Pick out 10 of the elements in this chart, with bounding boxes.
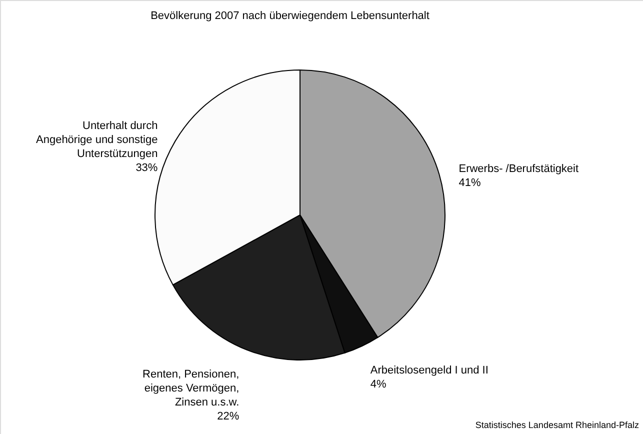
slice-label: Renten, Pensionen, eigenes Vermögen, Zinsen u.s.w. (142, 368, 240, 409)
slice-label: Unterhalt durch Angehörige und sonstige Unterstützungen (36, 120, 158, 160)
slice-label: Arbeitslosengeld I und II (370, 364, 488, 377)
text: Statistisches Landesamt Rheinland-Pfalz (475, 420, 640, 430)
chart-title: Bevölkerung 2007 nach überwiegendem Lebensunterhalt (150, 10, 430, 22)
data-label: 22% (217, 410, 240, 423)
slice-label: Erwerbs- /Berufstätigkeit (458, 162, 579, 175)
data-label: 41% (458, 176, 481, 189)
data-label: 33% (136, 162, 158, 174)
data-label: 4% (370, 378, 386, 391)
